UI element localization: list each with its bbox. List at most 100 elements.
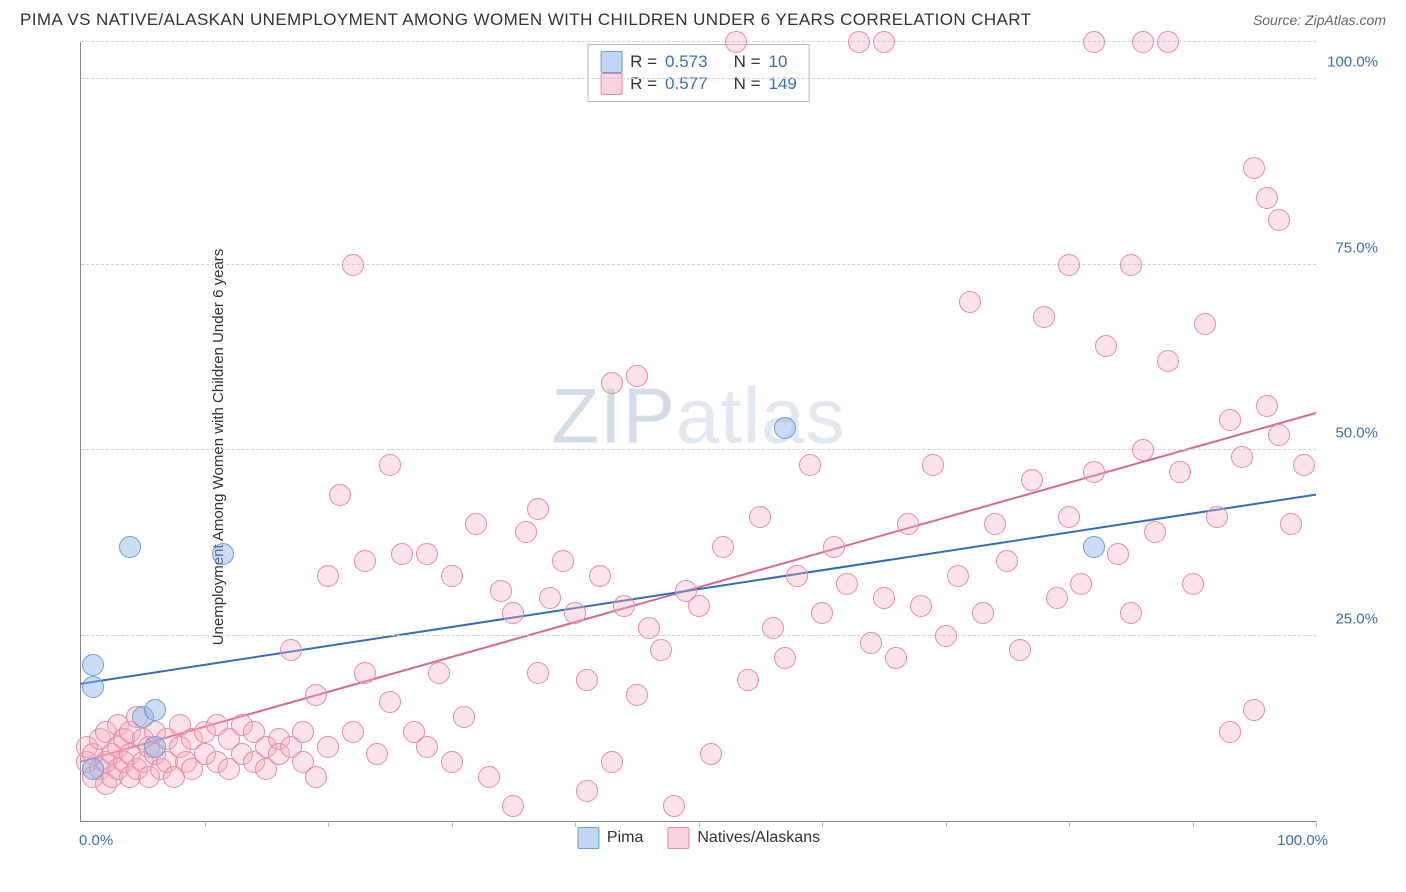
point-natives [823, 536, 845, 558]
point-natives [317, 565, 339, 587]
point-natives [502, 795, 524, 817]
point-natives [1182, 573, 1204, 595]
y-tick: 100.0% [1327, 54, 1378, 71]
point-natives [1083, 461, 1105, 483]
gridline-v [452, 821, 453, 827]
point-natives [663, 795, 685, 817]
y-tick: 75.0% [1335, 239, 1378, 256]
point-natives [737, 669, 759, 691]
point-natives [564, 602, 586, 624]
x-tick-100: 100.0% [1277, 832, 1328, 849]
point-natives [342, 254, 364, 276]
point-natives [749, 506, 771, 528]
point-natives [1132, 439, 1154, 461]
point-natives [626, 365, 648, 387]
point-natives [478, 766, 500, 788]
y-tick: 50.0% [1335, 425, 1378, 442]
point-pima [82, 758, 104, 780]
point-natives [725, 31, 747, 53]
point-pima [82, 654, 104, 676]
point-natives [873, 31, 895, 53]
point-natives [1033, 306, 1055, 328]
point-natives [576, 780, 598, 802]
point-natives [552, 550, 574, 572]
point-natives [354, 662, 376, 684]
trendlines [81, 42, 1316, 821]
point-natives [305, 684, 327, 706]
gridline-v [1316, 821, 1317, 827]
point-natives [1046, 587, 1068, 609]
point-natives [280, 639, 302, 661]
point-natives [391, 543, 413, 565]
point-natives [638, 617, 660, 639]
gridline-v [575, 821, 576, 827]
series-legend-item: Pima [577, 827, 643, 849]
point-natives [1070, 573, 1092, 595]
point-natives [1120, 602, 1142, 624]
point-natives [305, 766, 327, 788]
legend-swatch-blue [600, 51, 622, 73]
point-natives [848, 31, 870, 53]
point-natives [1009, 639, 1031, 661]
point-pima [144, 699, 166, 721]
point-natives [1268, 424, 1290, 446]
legend-swatch-blue [577, 827, 599, 849]
legend-r-value: 0.577 [665, 74, 708, 94]
x-tick-0: 0.0% [79, 832, 113, 849]
legend-swatch-pink [600, 73, 622, 95]
point-natives [959, 291, 981, 313]
point-natives [1194, 313, 1216, 335]
point-natives [688, 595, 710, 617]
point-natives [379, 454, 401, 476]
point-pima [212, 543, 234, 565]
gridline-h [81, 635, 1316, 636]
point-natives [1120, 254, 1142, 276]
point-natives [786, 565, 808, 587]
point-natives [1021, 469, 1043, 491]
gridline-h [81, 41, 1316, 42]
point-natives [811, 602, 833, 624]
gridline-v [822, 821, 823, 827]
point-natives [836, 573, 858, 595]
point-natives [774, 647, 796, 669]
point-natives [527, 498, 549, 520]
point-natives [379, 691, 401, 713]
series-legend: Pima Natives/Alaskans [577, 827, 820, 849]
point-natives [1107, 543, 1129, 565]
point-natives [1132, 31, 1154, 53]
point-natives [576, 669, 598, 691]
series-legend-label: Pima [607, 829, 643, 847]
chart-title: PIMA VS NATIVE/ALASKAN UNEMPLOYMENT AMON… [20, 10, 1031, 30]
point-natives [416, 736, 438, 758]
point-natives [650, 639, 672, 661]
point-natives [366, 743, 388, 765]
point-natives [329, 484, 351, 506]
gridline-v [1193, 821, 1194, 827]
point-natives [984, 513, 1006, 535]
point-natives [1219, 721, 1241, 743]
point-natives [1058, 506, 1080, 528]
point-natives [502, 602, 524, 624]
legend-row: R =0.577N =149 [600, 73, 797, 95]
point-natives [1280, 513, 1302, 535]
point-natives [589, 565, 611, 587]
point-natives [1219, 409, 1241, 431]
gridline-v [328, 821, 329, 827]
point-natives [1231, 446, 1253, 468]
point-natives [1095, 335, 1117, 357]
series-legend-item: Natives/Alaskans [667, 827, 820, 849]
point-natives [490, 580, 512, 602]
legend-swatch-pink [667, 827, 689, 849]
point-natives [354, 550, 376, 572]
point-natives [1268, 209, 1290, 231]
point-natives [1256, 187, 1278, 209]
legend-r-label: R = [630, 74, 657, 94]
point-natives [922, 454, 944, 476]
gridline-h [81, 78, 1316, 79]
source-label: Source: ZipAtlas.com [1253, 12, 1386, 28]
point-natives [873, 587, 895, 609]
point-natives [626, 684, 648, 706]
point-natives [453, 706, 475, 728]
legend-n-label: N = [734, 74, 761, 94]
point-natives [910, 595, 932, 617]
